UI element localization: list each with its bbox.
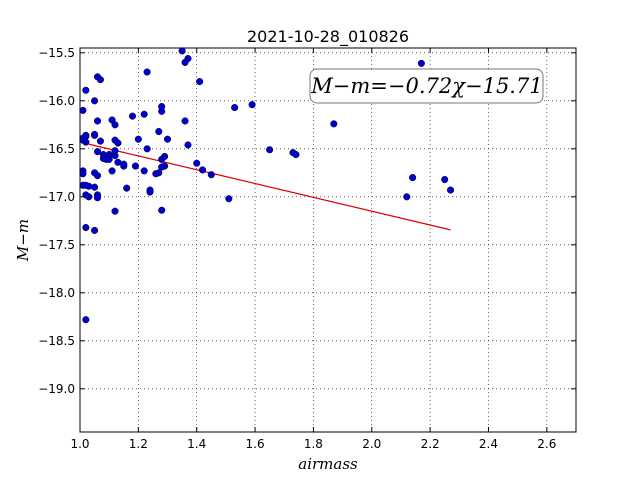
- data-point: [79, 106, 87, 114]
- data-point: [198, 166, 207, 174]
- fit-line: [82, 142, 451, 231]
- data-point: [93, 117, 102, 125]
- data-point: [163, 135, 172, 143]
- axis-ticks: 1.0 1.2 1.4 1.6 1.8 2.0 2.2 2.4 2.6 −15.5 −16.0 −16…: [38, 46, 576, 451]
- data-point: [99, 154, 107, 162]
- data-point: [441, 175, 449, 184]
- data-point: [181, 58, 189, 66]
- data-point: [330, 120, 338, 128]
- data-point: [225, 195, 233, 203]
- x-tick-label: 1.8: [304, 437, 323, 451]
- data-point: [105, 155, 113, 163]
- data-point: [91, 97, 99, 105]
- data-point: [111, 207, 119, 215]
- data-point: [140, 110, 148, 118]
- data-point: [161, 152, 169, 161]
- data-point: [140, 167, 148, 175]
- y-tick-label: −17.5: [38, 238, 75, 252]
- data-point: [409, 174, 417, 182]
- y-tick-label: −18.0: [38, 286, 75, 300]
- data-point: [417, 59, 425, 67]
- data-point: [158, 163, 166, 171]
- data-point: [114, 139, 122, 147]
- data-point: [79, 170, 87, 178]
- data-point: [108, 167, 116, 175]
- plot-area: [80, 48, 576, 432]
- data-point: [128, 112, 137, 120]
- fit-equation-annotation: M−m=−0.72χ−15.71: [309, 68, 544, 104]
- data-point: [91, 226, 99, 234]
- data-point: [158, 107, 166, 115]
- data-point: [82, 131, 90, 139]
- x-tick-label: 2.6: [537, 437, 556, 451]
- fit-equation-text: M−m=−0.72χ−15.71: [310, 74, 542, 98]
- data-point: [248, 101, 256, 109]
- data-point: [85, 182, 93, 190]
- data-point: [111, 121, 119, 129]
- y-tick-label: −18.5: [38, 334, 75, 348]
- data-point: [93, 148, 102, 156]
- data-point: [79, 181, 87, 189]
- data-point: [82, 316, 90, 324]
- data-point: [131, 162, 139, 170]
- data-point: [143, 145, 151, 153]
- data-point: [96, 137, 104, 145]
- chart-title: 2021-10-28_010826: [247, 27, 409, 47]
- data-point: [184, 141, 192, 149]
- data-point: [193, 159, 201, 167]
- data-point: [207, 171, 215, 179]
- data-point: [91, 169, 99, 177]
- data-point: [181, 117, 189, 125]
- y-axis-label: M−m: [14, 219, 32, 262]
- data-point: [93, 194, 102, 202]
- data-point: [111, 151, 119, 160]
- y-tick-label: −15.5: [38, 46, 75, 60]
- x-axis-label: airmass: [298, 455, 358, 473]
- y-tick-label: −16.5: [38, 142, 75, 156]
- data-point: [178, 47, 186, 55]
- data-point: [146, 186, 154, 194]
- x-tick-label: 2.4: [479, 437, 498, 451]
- data-point: [143, 68, 151, 76]
- data-point: [120, 160, 128, 168]
- y-tick-label: −19.0: [38, 382, 75, 396]
- data-point: [196, 78, 204, 86]
- x-tick-label: 1.6: [246, 437, 265, 451]
- data-point: [96, 76, 104, 84]
- data-point: [85, 193, 93, 201]
- fit-line-group: [82, 142, 451, 231]
- data-point: [403, 193, 411, 201]
- data-point: [231, 103, 239, 112]
- x-tick-label: 1.0: [70, 437, 89, 451]
- data-point: [123, 184, 131, 192]
- x-tick-label: 1.2: [129, 437, 148, 451]
- data-point: [91, 183, 99, 191]
- x-tick-label: 2.0: [362, 437, 381, 451]
- y-tick-label: −16.0: [38, 94, 75, 108]
- annotation-box: [309, 68, 544, 104]
- data-point: [82, 223, 90, 232]
- data-point: [292, 151, 300, 159]
- data-point: [134, 135, 142, 143]
- data-point: [158, 206, 166, 214]
- data-points: [79, 47, 455, 324]
- data-point: [91, 131, 99, 139]
- plot-frame: [79, 47, 577, 433]
- data-point: [82, 86, 90, 94]
- data-point: [446, 186, 455, 194]
- x-tick-label: 1.4: [187, 437, 206, 451]
- y-tick-label: −17.0: [38, 190, 75, 204]
- data-point: [155, 127, 163, 136]
- data-point: [155, 169, 163, 177]
- data-point: [266, 146, 274, 154]
- x-tick-label: 2.2: [421, 437, 440, 451]
